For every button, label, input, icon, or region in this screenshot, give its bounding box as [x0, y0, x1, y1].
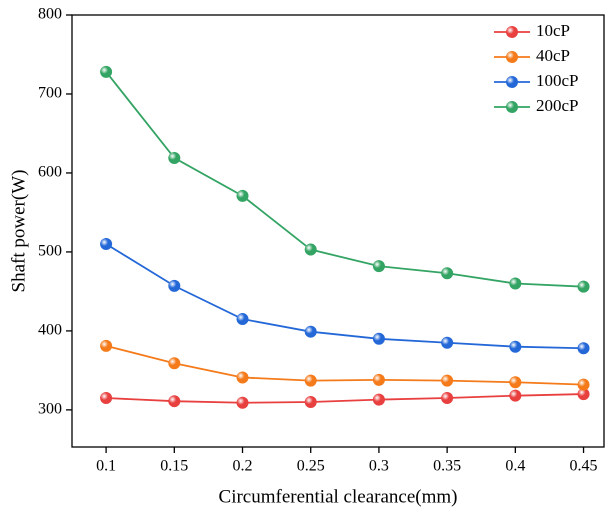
- legend-label: 40cP: [536, 46, 570, 65]
- legend-label: 10cP: [536, 21, 570, 40]
- legend-label: 100cP: [536, 71, 579, 90]
- x-tick-label: 0.45: [570, 458, 598, 475]
- point: [236, 371, 249, 384]
- legend-marker: [506, 101, 518, 113]
- point: [236, 313, 249, 326]
- y-tick-label: 800: [38, 6, 62, 23]
- x-tick-label: 0.1: [96, 458, 116, 475]
- point: [168, 279, 181, 292]
- point: [372, 332, 385, 345]
- point: [509, 389, 522, 402]
- legend-label: 200cP: [536, 96, 579, 115]
- point: [304, 325, 317, 338]
- point: [577, 388, 590, 401]
- y-tick-label: 700: [38, 85, 62, 102]
- point: [168, 151, 181, 164]
- point: [168, 357, 181, 370]
- point: [577, 342, 590, 355]
- series-line: [106, 393, 584, 404]
- point: [372, 373, 385, 386]
- point: [304, 395, 317, 408]
- plot-frame: [71, 14, 605, 448]
- x-tick-label: 0.25: [297, 458, 325, 475]
- point: [100, 339, 113, 352]
- point: [100, 65, 113, 78]
- point: [577, 378, 590, 391]
- y-tick-label: 600: [38, 164, 62, 181]
- point: [577, 280, 590, 293]
- legend-marker: [506, 76, 518, 88]
- series-line: [105, 243, 584, 350]
- y-tick-label: 400: [38, 322, 62, 339]
- point: [441, 267, 454, 280]
- legend-marker: [506, 51, 518, 63]
- point: [509, 340, 522, 353]
- point: [441, 336, 454, 349]
- x-axis-label: Circumferential clearance(mm): [219, 486, 458, 507]
- point: [509, 277, 522, 290]
- legend-marker: [506, 26, 518, 38]
- point: [168, 395, 181, 408]
- point: [236, 396, 249, 409]
- x-tick-label: 0.35: [433, 458, 461, 475]
- point: [441, 392, 454, 405]
- point: [236, 189, 249, 202]
- point: [100, 392, 113, 405]
- y-axis-label: Shaft power(W): [8, 170, 29, 293]
- point: [441, 374, 454, 387]
- y-tick-label: 500: [38, 243, 62, 260]
- y-tick-label: 300: [38, 401, 62, 418]
- x-tick-label: 0.4: [505, 458, 525, 475]
- x-tick-label: 0.15: [160, 458, 188, 475]
- x-tick-label: 0.2: [233, 458, 253, 475]
- series-line: [105, 71, 584, 288]
- point: [304, 374, 317, 387]
- point: [100, 238, 113, 251]
- point: [509, 376, 522, 389]
- point: [304, 243, 317, 256]
- point: [372, 393, 385, 406]
- x-tick-label: 0.3: [369, 458, 389, 475]
- point: [372, 260, 385, 273]
- series-line: [105, 345, 584, 386]
